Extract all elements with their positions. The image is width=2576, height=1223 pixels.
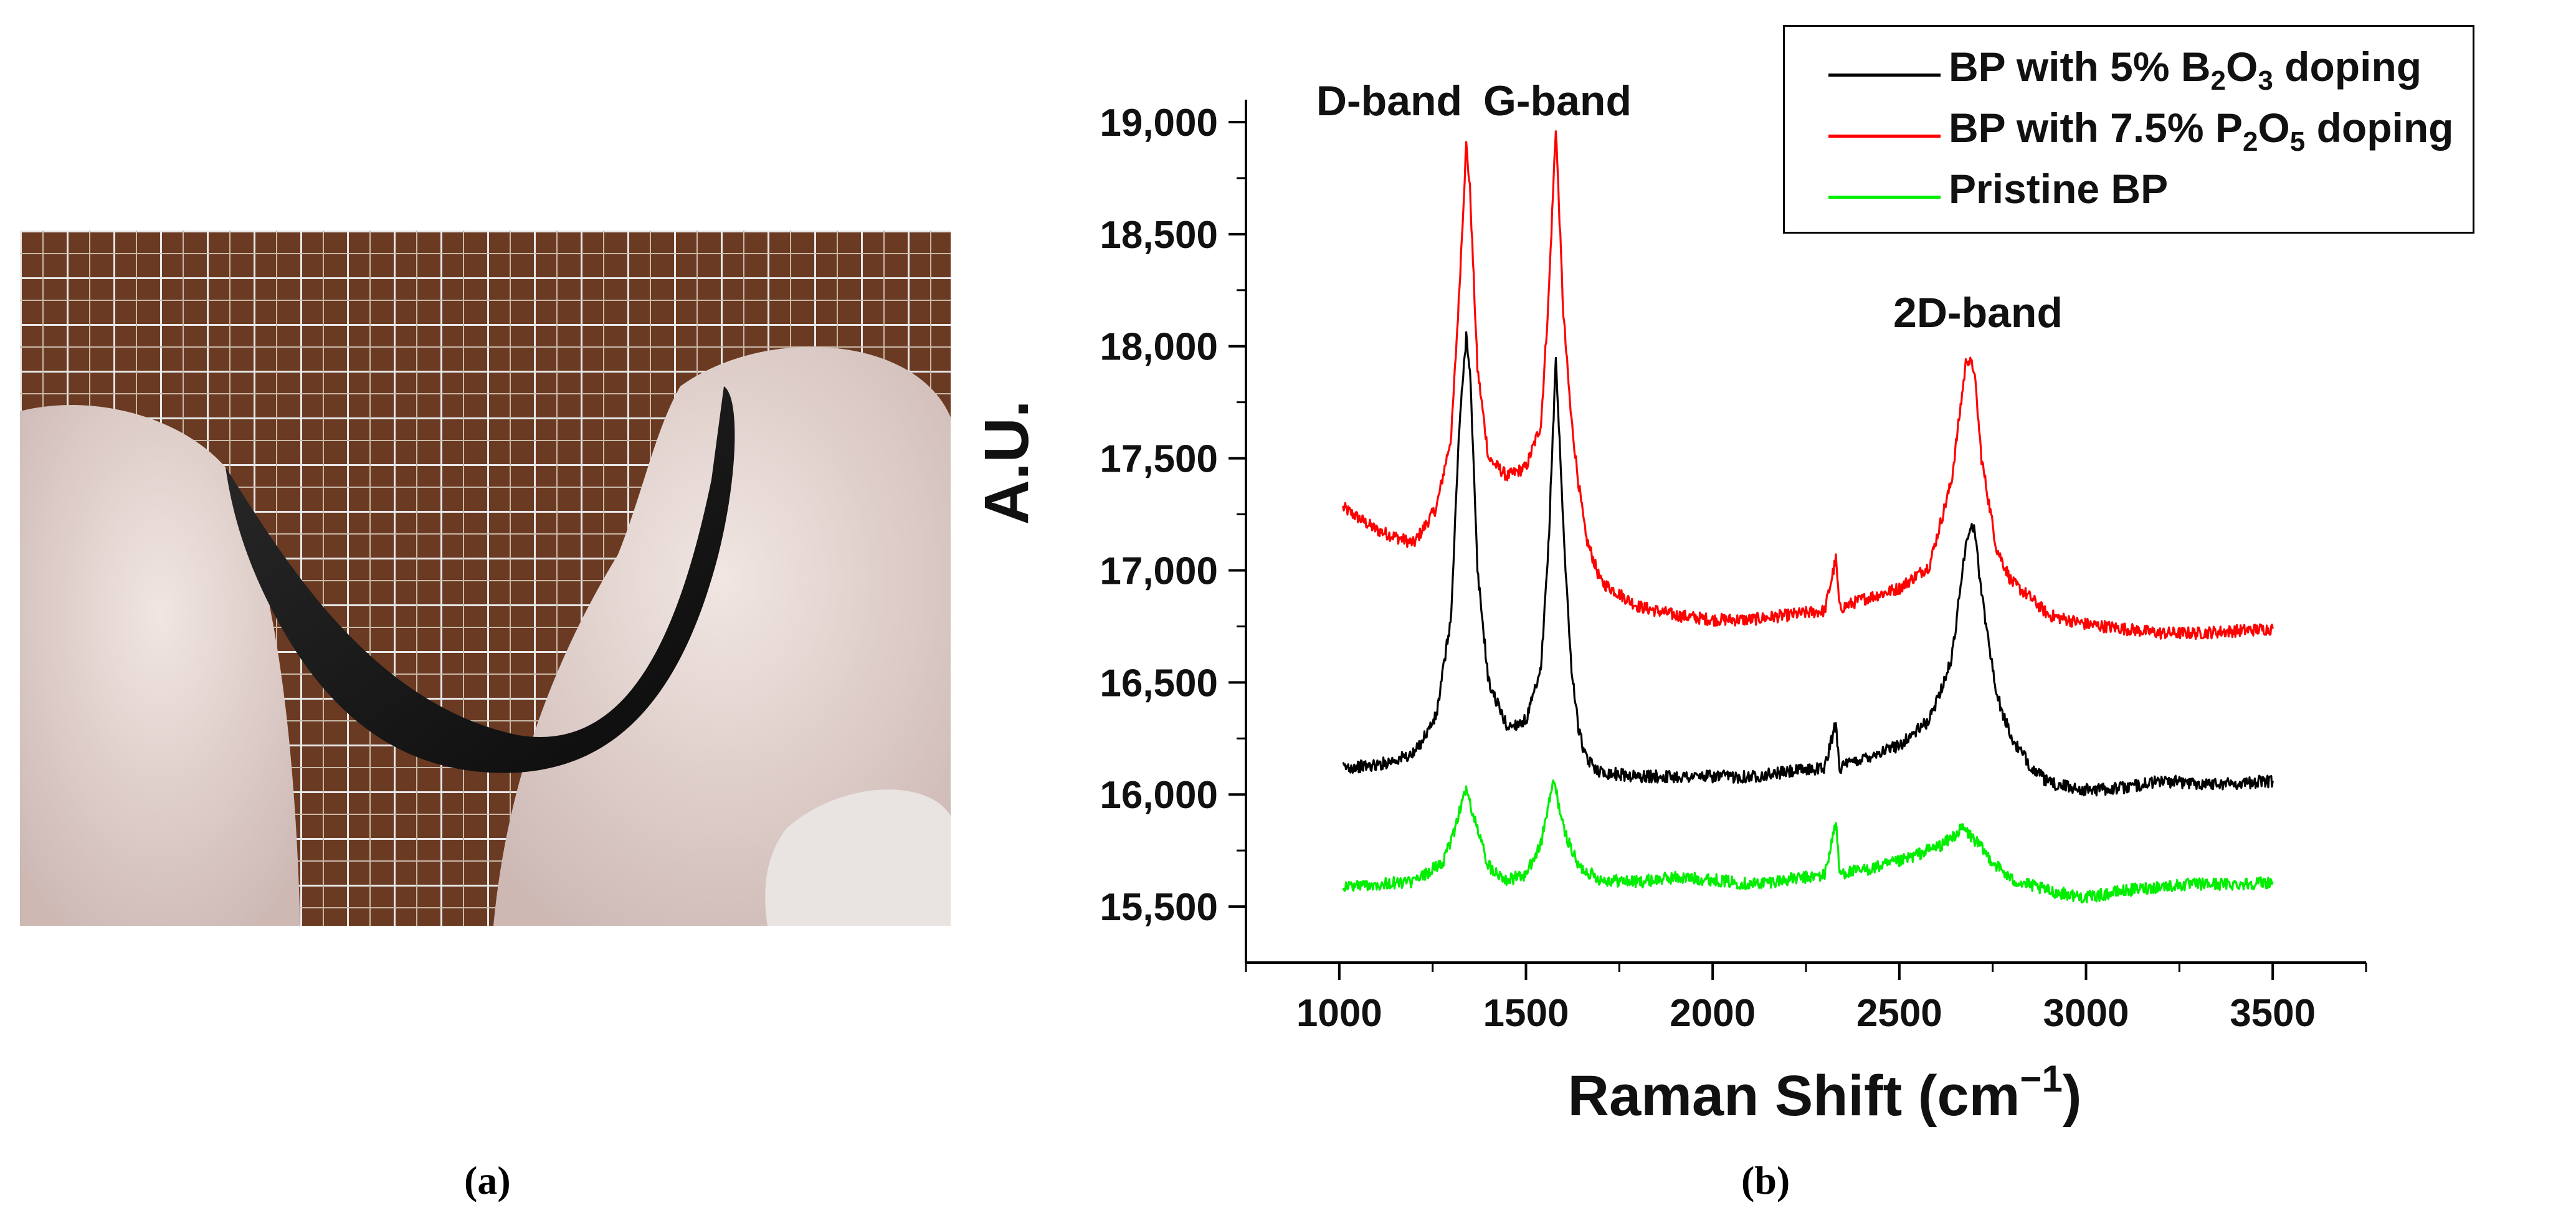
- x-tick-label: 1500: [1483, 992, 1569, 1035]
- y-tick-label: 15,500: [1100, 886, 1218, 929]
- x-tick-label: 3500: [2230, 992, 2316, 1035]
- photo-flexible-sheet: [20, 231, 951, 926]
- legend-swatch: [1828, 196, 1941, 199]
- y-tick-label: 19,000: [1100, 102, 1218, 145]
- chart-legend: BP with 5% B2O3 doping BP with 7.5% P2O5…: [1783, 25, 2474, 234]
- photo-illustration: [20, 231, 951, 926]
- y-tick-label: 16,000: [1100, 774, 1218, 817]
- y-tick-label: 18,000: [1100, 326, 1218, 369]
- x-tick-label: 2500: [1856, 992, 1942, 1035]
- y-tick-label: 17,500: [1100, 438, 1218, 481]
- x-tick-label: 2000: [1670, 992, 1756, 1035]
- chart-annotations: D-band G-band 2D-band: [1316, 77, 2063, 336]
- y-tick-label: 16,500: [1100, 662, 1218, 705]
- third-finger: [765, 789, 951, 926]
- left-finger: [20, 405, 300, 926]
- x-axis-title: Raman Shift (cm−1): [1568, 1058, 2082, 1128]
- legend-item-b2o3: BP with 5% B2O3 doping: [1785, 39, 2473, 102]
- band-annotation: D-band: [1316, 77, 1462, 125]
- series-line-2: [1342, 779, 2274, 904]
- legend-label: BP with 7.5% P2O5 doping: [1949, 105, 2454, 157]
- x-tick-label: 1000: [1296, 992, 1382, 1035]
- x-tick-label: 3000: [2043, 992, 2129, 1035]
- y-tick-label: 17,000: [1100, 550, 1218, 592]
- legend-swatch: [1828, 135, 1941, 138]
- chart-axes: 15,500 16,000 16,500 17,000 17,500 18,000 18,5…: [972, 100, 2367, 1128]
- series-line-1: [1342, 331, 2274, 797]
- y-axis-title: A.U.: [972, 401, 1042, 525]
- chart-series: [1342, 130, 2274, 904]
- y-tick-label: 18,500: [1100, 214, 1218, 257]
- legend-item-p2o5: BP with 7.5% P2O5 doping: [1785, 100, 2473, 163]
- legend-label: Pristine BP: [1949, 166, 2169, 212]
- black-sheet: [226, 386, 735, 773]
- legend-label: BP with 5% B2O3 doping: [1949, 44, 2422, 96]
- panel-b-caption: (b): [1741, 1158, 1790, 1202]
- panel-a-caption: (a): [464, 1158, 511, 1202]
- series-line-0: [1342, 130, 2274, 640]
- legend-item-pristine: Pristine BP: [1785, 161, 2473, 224]
- band-annotation: G-band: [1483, 77, 1632, 125]
- legend-swatch: [1828, 74, 1941, 77]
- band-annotation: 2D-band: [1893, 289, 2063, 336]
- right-finger: [493, 346, 951, 926]
